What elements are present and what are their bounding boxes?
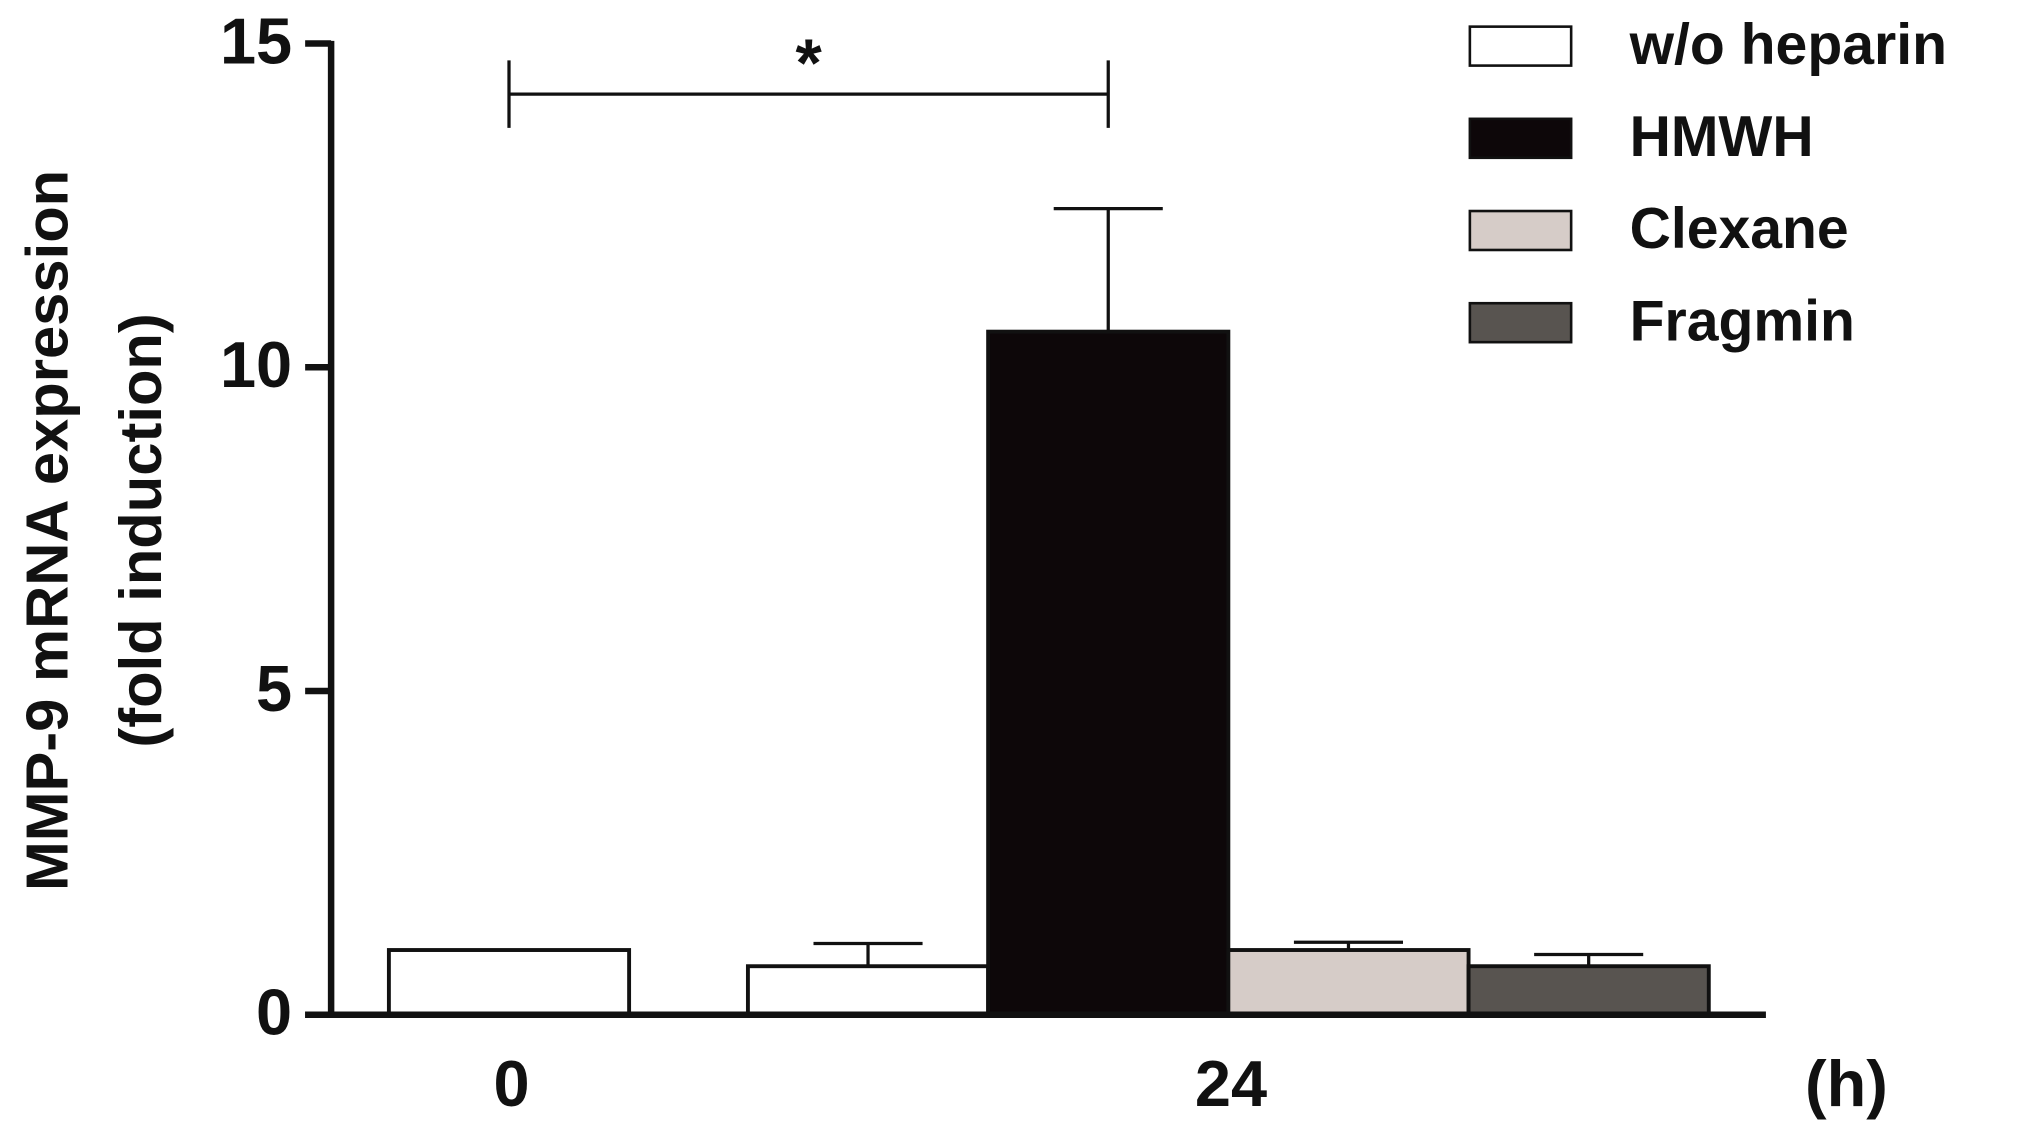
legend-label: Clexane (1630, 197, 1849, 261)
error-bar (813, 941, 923, 967)
significance-label: * (795, 26, 822, 101)
bar (745, 964, 991, 1017)
y-tick-label: 15 (220, 4, 292, 77)
legend-label: Fragmin (1630, 289, 1855, 353)
error-bar (1053, 207, 1163, 332)
bar (986, 329, 1231, 1017)
legend-swatch (1468, 117, 1573, 160)
bar (1226, 948, 1471, 1017)
bar (1466, 964, 1711, 1017)
y-label-group: MMP-9 mRNA expression (fold induction) (14, 170, 174, 891)
y-axis-label: (fold induction) (107, 313, 174, 747)
legend-swatch (1468, 301, 1573, 344)
legend-label: w/o heparin (1629, 13, 1947, 77)
legend-swatch (1468, 25, 1573, 67)
x-tick-label: 0 (494, 1047, 530, 1120)
x-axis-label: (h) (1805, 1047, 1888, 1120)
y-tick-label: 5 (256, 652, 292, 725)
x-tick-label: 24 (1195, 1047, 1267, 1120)
y-tick-label: 10 (220, 328, 292, 401)
legend-swatch (1468, 209, 1573, 252)
significance-bracket (507, 60, 1110, 128)
y-axis-label: MMP-9 mRNA expression (14, 170, 81, 891)
legend-label: HMWH (1630, 105, 1814, 169)
y-tick-label: 0 (256, 976, 292, 1049)
bar (386, 948, 632, 1017)
